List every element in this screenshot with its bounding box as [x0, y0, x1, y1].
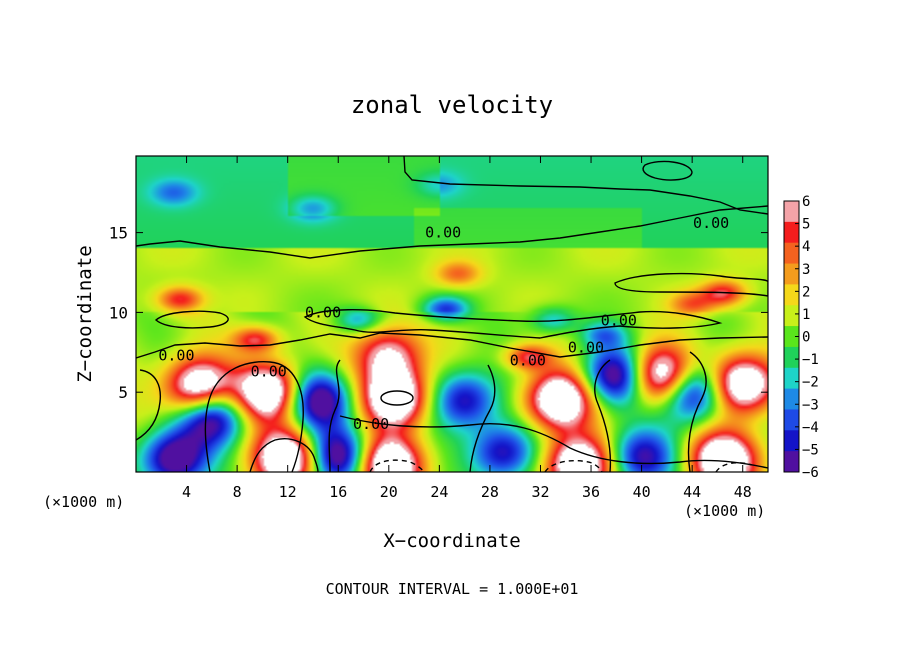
y-tick-label: 15	[109, 224, 128, 243]
colorbar-swatch	[784, 242, 799, 265]
contour-label: 0.00	[510, 351, 546, 369]
zero-contour-lower-2	[204, 361, 304, 472]
x-tick-label: 16	[329, 483, 347, 501]
colorbar-swatch	[784, 430, 799, 452]
colorbar-swatch	[784, 201, 799, 223]
zero-contour-lower-4	[339, 415, 768, 469]
zero-contour-blob-right	[614, 272, 768, 297]
y-tick-label: 5	[118, 383, 128, 402]
contour-label: 0.00	[158, 346, 194, 364]
x-tick-label: 48	[734, 483, 752, 501]
x-tick-label: 20	[380, 483, 398, 501]
x-unit-left: (×1000 m)	[43, 493, 124, 511]
zero-contour-blob-left	[154, 310, 229, 329]
x-tick-label: 40	[633, 483, 651, 501]
colorbar-swatch	[784, 221, 799, 244]
contour-max-center	[380, 390, 414, 406]
plot-frame	[135, 155, 769, 473]
contour-dashed-3	[715, 462, 753, 472]
colorbar-swatch	[784, 305, 799, 327]
contour-dashed-2	[544, 460, 603, 472]
plot-area: 0.00 0.00 0.00 0.00 0.00 0.00 0.00 0.00 0.00	[136, 156, 768, 472]
zero-contour-blob-topright	[642, 160, 693, 181]
zero-contour-lower-3	[328, 359, 341, 472]
colorbar-swatch	[784, 326, 799, 348]
zero-contour-lower-1	[136, 369, 162, 441]
x-tick-label: 36	[582, 483, 600, 501]
contour-dashed-1	[369, 459, 425, 472]
colorbar-label: −4	[802, 420, 819, 436]
contour-label: 0.00	[568, 339, 604, 357]
contour-labels: 0.00 0.00 0.00 0.00 0.00 0.00 0.00 0.00 0.00	[158, 214, 729, 433]
x-tick-label: 32	[531, 483, 549, 501]
colorbar-label: 4	[802, 239, 810, 255]
colorbar-label: 3	[802, 262, 810, 278]
x-tick-label: 44	[683, 483, 701, 501]
zero-contour-blob-center	[303, 309, 723, 339]
contour-label: 0.00	[353, 415, 389, 433]
contour-layer	[136, 156, 768, 472]
x-tick-label: 12	[279, 483, 297, 501]
colorbar-swatch	[784, 388, 799, 410]
zero-contour-middle	[136, 332, 768, 359]
x-tick-label: 8	[233, 483, 242, 501]
x-axis: 4 8 12 16 20 24 28 32 36 40 44 48	[182, 156, 752, 501]
contour-label: 0.00	[251, 362, 287, 380]
colorbar-swatch	[784, 284, 799, 306]
colorbar-label: 5	[802, 217, 810, 233]
colorbar-label: 6	[802, 194, 810, 210]
colorbar-label: −2	[802, 375, 819, 391]
y-axis-label: Z−coordinate	[74, 245, 96, 382]
zero-contour-lower-7	[687, 351, 707, 472]
colorbar-label: −5	[802, 442, 819, 458]
colorbar-label: −6	[802, 465, 819, 481]
colorbar-label: 0	[802, 330, 810, 346]
x-tick-label: 24	[430, 483, 448, 501]
y-axis: 5 10 15	[109, 224, 768, 402]
colorbar-swatch	[784, 451, 799, 473]
x-axis-label: X−coordinate	[383, 530, 520, 552]
colorbar-swatch	[784, 409, 799, 431]
contour-label: 0.00	[425, 224, 461, 242]
zero-contour-lower-6	[594, 359, 612, 472]
x-unit-right: (×1000 m)	[684, 502, 765, 520]
colorbar-swatch	[784, 367, 799, 390]
x-tick-label: 28	[481, 483, 499, 501]
colorbar-swatch	[784, 346, 799, 369]
colorbar-swatch	[784, 263, 799, 285]
y-tick-label: 10	[109, 303, 128, 322]
zero-contour-upper	[136, 205, 768, 259]
colorbar-label: 1	[802, 307, 810, 323]
zero-contour-lower-8	[249, 438, 319, 472]
colorbar-label: −3	[802, 397, 819, 413]
contour-label: 0.00	[693, 214, 729, 232]
chart-title: zonal velocity	[351, 91, 553, 119]
contour-label: 0.00	[305, 303, 341, 321]
contour-label: 0.00	[601, 311, 637, 329]
colorbar: 6 5 4 3 2 1 0 −1 −2 −3 −4 −5 −6	[783, 194, 819, 481]
velocity-field-image	[136, 156, 768, 472]
colorbar-label: 2	[802, 284, 810, 300]
zero-contour-lower-5	[469, 364, 496, 472]
x-tick-label: 4	[182, 483, 191, 501]
zero-contour-top	[403, 156, 768, 215]
contour-interval-note: CONTOUR INTERVAL = 1.000E+01	[326, 580, 579, 598]
colorbar-label: −1	[802, 352, 819, 368]
